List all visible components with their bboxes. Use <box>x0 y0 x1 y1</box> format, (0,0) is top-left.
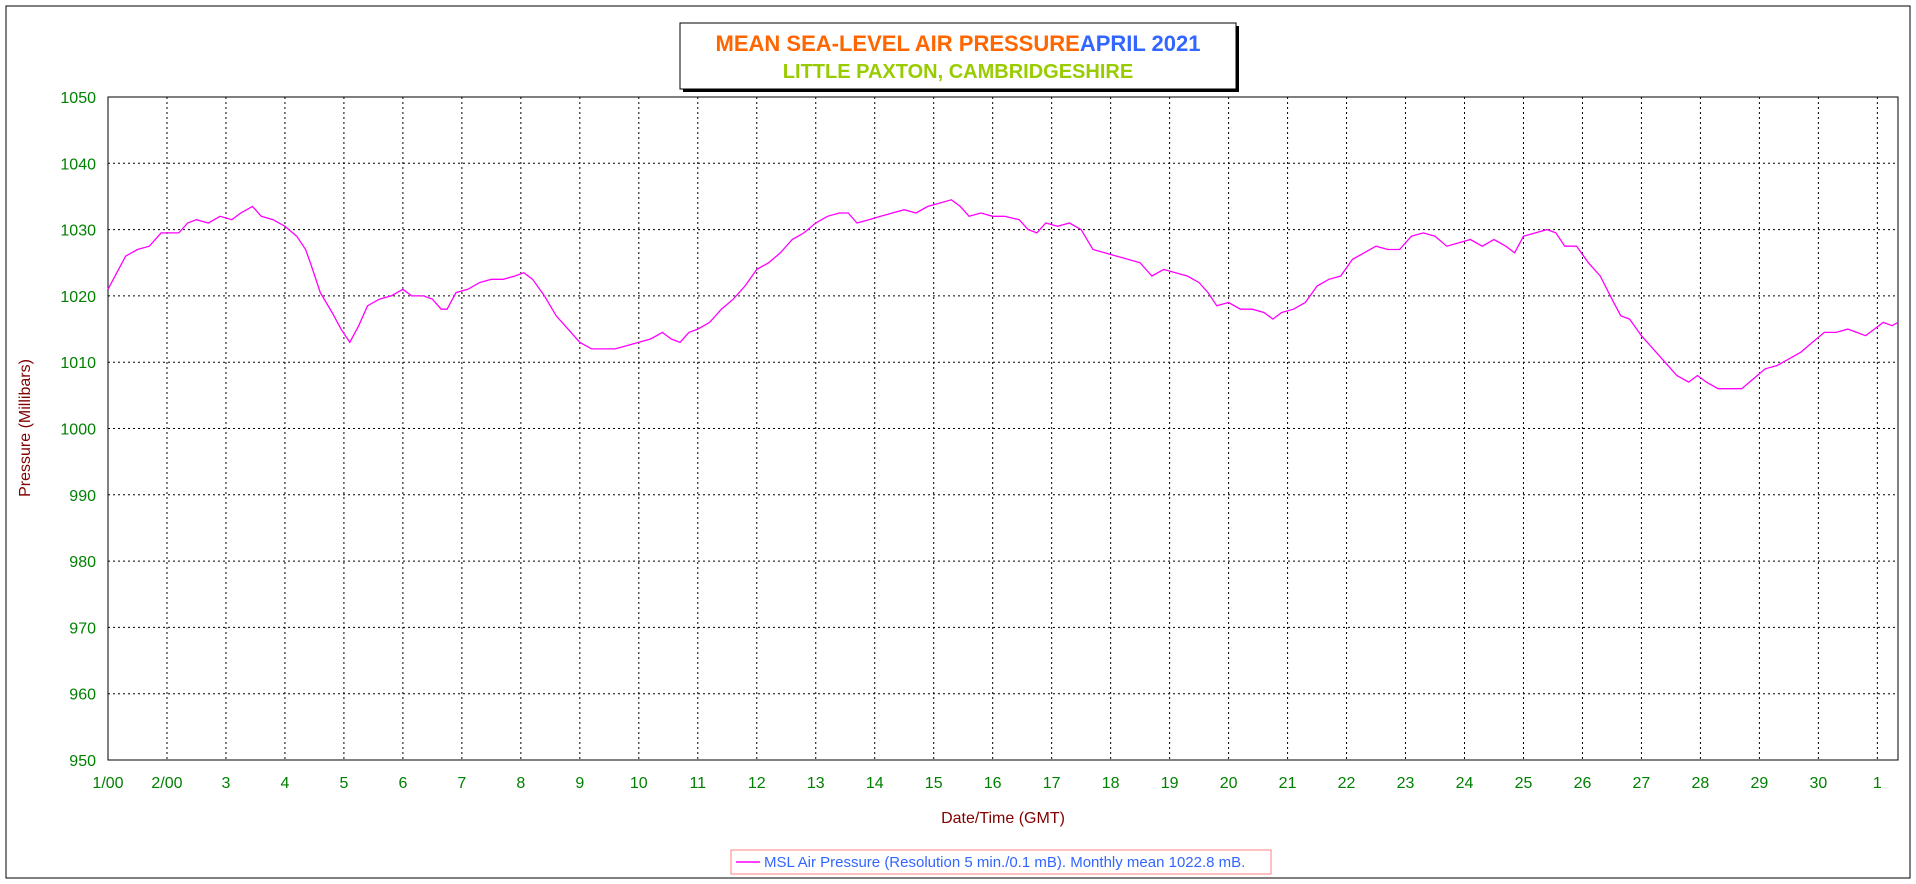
x-tick-label: 12 <box>748 775 766 792</box>
y-tick-label: 980 <box>69 554 96 571</box>
x-tick-label: 9 <box>575 775 584 792</box>
y-tick-label: 990 <box>69 488 96 505</box>
x-tick-label: 26 <box>1574 775 1592 792</box>
legend-box <box>730 849 1272 875</box>
title-box <box>679 22 1237 90</box>
x-tick-label: 17 <box>1043 775 1061 792</box>
y-tick-label: 1010 <box>60 355 96 372</box>
x-tick-label: 25 <box>1515 775 1533 792</box>
grid-layer <box>108 97 1898 760</box>
x-tick-label: 28 <box>1692 775 1710 792</box>
x-tick-label: 14 <box>866 775 884 792</box>
x-tick-label: 7 <box>457 775 466 792</box>
x-tick-label: 29 <box>1751 775 1769 792</box>
chart-subtitle: LITTLE PAXTON, CAMBRIDGESHIRE <box>783 61 1133 83</box>
y-tick-label: 1030 <box>60 223 96 240</box>
x-tick-label: 13 <box>807 775 825 792</box>
x-tick-label: 19 <box>1161 775 1179 792</box>
y-axis-title: Pressure (Millibars) <box>17 359 34 497</box>
x-tick-label: 27 <box>1633 775 1651 792</box>
x-tick-labels: 1/00 2/00 3 4 5 6 7 8 9 10 11 12 13 14 15 16 17 18 19 20 21 2… <box>92 775 1881 792</box>
x-tick-label: 8 <box>516 775 525 792</box>
x-tick-label: 18 <box>1102 775 1120 792</box>
y-tick-label: 1050 <box>60 90 96 107</box>
y-tick-label: 970 <box>69 620 96 637</box>
y-tick-label: 950 <box>69 753 96 770</box>
series-line-msl-pressure <box>107 199 1899 390</box>
x-tick-label: 3 <box>222 775 231 792</box>
x-tick-label: 30 <box>1809 775 1827 792</box>
x-tick-label: 1 <box>1873 775 1882 792</box>
x-tick-label: 6 <box>398 775 407 792</box>
y-tick-label: 960 <box>69 687 96 704</box>
x-axis-title: Date/Time (GMT) <box>941 810 1065 827</box>
title-main-text: MEAN SEA-LEVEL AIR PRESSURE <box>716 31 1080 56</box>
x-tick-label: 21 <box>1279 775 1297 792</box>
x-tick-label: 20 <box>1220 775 1238 792</box>
x-tick-label: 16 <box>984 775 1002 792</box>
x-tick-label: 10 <box>630 775 648 792</box>
y-tick-label: 1000 <box>60 422 96 439</box>
x-tick-label: 15 <box>925 775 943 792</box>
y-tick-labels: 950 960 970 980 990 1000 1010 1020 1030 1040 1050 <box>60 90 96 770</box>
y-tick-label: 1020 <box>60 289 96 306</box>
x-tick-label: 5 <box>339 775 348 792</box>
x-tick-label: 4 <box>280 775 289 792</box>
title-month-text: APRIL 2021 <box>1080 31 1201 56</box>
x-tick-label: 22 <box>1338 775 1356 792</box>
x-tick-label: 23 <box>1397 775 1415 792</box>
x-tick-label: 2/00 <box>151 775 182 792</box>
legend-text: MSL Air Pressure (Resolution 5 min./0.1 … <box>764 854 1245 871</box>
x-tick-label: 1/00 <box>92 775 123 792</box>
x-tick-label: 24 <box>1456 775 1474 792</box>
x-tick-label: 11 <box>689 775 706 792</box>
y-tick-label: 1040 <box>60 156 96 173</box>
chart-title: MEAN SEA-LEVEL AIR PRESSUREAPRIL 2021 <box>716 31 1201 56</box>
